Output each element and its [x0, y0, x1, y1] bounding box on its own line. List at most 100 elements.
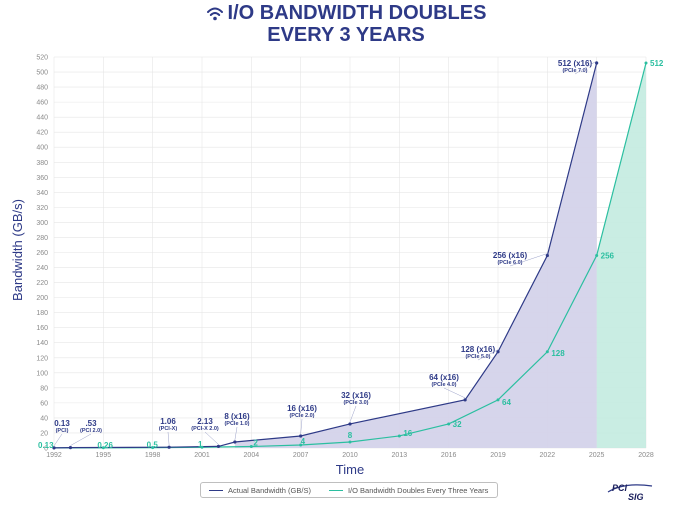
projected-value-label: 256	[601, 252, 615, 261]
y-tick-label: 300	[36, 220, 48, 227]
actual-point	[463, 398, 467, 402]
projected-value-label: 0.26	[97, 441, 113, 450]
actual-value-label: 32 (x16)	[341, 391, 371, 400]
projected-value-label: 16	[403, 429, 412, 438]
title-line-1: I/O BANDWIDTH DOUBLES	[227, 2, 487, 24]
leader-line	[53, 433, 63, 447]
y-tick-label: 500	[36, 70, 48, 77]
actual-value-label: 8 (x16)	[224, 412, 250, 421]
actual-point	[348, 422, 352, 426]
leader-line	[70, 433, 92, 446]
projected-point	[151, 446, 155, 450]
legend-item-actual: Actual Bandwidth (GB/S)	[209, 486, 311, 495]
actual-point	[68, 446, 73, 450]
y-tick-label: 100	[36, 370, 48, 377]
x-tick-label: 2022	[540, 452, 556, 459]
projected-area	[596, 63, 646, 449]
leader-line	[204, 431, 219, 445]
projected-point	[249, 444, 253, 448]
actual-area	[234, 63, 597, 449]
leader-line	[349, 405, 357, 423]
y-tick-label: 260	[36, 250, 48, 257]
y-tick-label: 480	[36, 85, 48, 92]
y-tick-label: 120	[36, 355, 48, 362]
projected-value-label: 128	[551, 349, 565, 358]
projected-value-label: 64	[502, 398, 511, 407]
y-tick-label: 460	[36, 100, 48, 107]
x-tick-label: 1998	[145, 452, 161, 459]
x-tick-label: 2001	[194, 452, 210, 459]
y-tick-label: 60	[40, 400, 48, 407]
leader-line	[234, 426, 238, 441]
y-tick-label: 80	[40, 385, 48, 392]
actual-version-label: (PCIe 6.0)	[497, 260, 522, 266]
y-tick-label: 160	[36, 325, 48, 332]
y-tick-label: 320	[36, 205, 48, 212]
area-fills	[234, 63, 646, 449]
projected-value-label: 8	[348, 431, 353, 440]
projected-value-label: 0.5	[147, 441, 159, 450]
wifi-icon	[206, 7, 223, 21]
legend-label-projected: I/O Bandwidth Doubles Every Three Years	[347, 485, 489, 495]
projected-value-label: 2	[253, 438, 258, 447]
actual-value-label: 64 (x16)	[429, 373, 459, 382]
x-tick-label: 2013	[392, 452, 408, 459]
actual-version-label: (PCI)	[56, 428, 69, 434]
actual-point	[216, 444, 221, 448]
actual-version-label: (PCIe 7.0)	[562, 68, 587, 74]
projected-point	[496, 398, 500, 402]
actual-point	[496, 350, 500, 354]
projected-point	[348, 440, 352, 444]
y-axis-label: Bandwidth (GB/s)	[10, 199, 25, 301]
actual-point	[233, 440, 237, 444]
actual-point	[299, 434, 303, 438]
leader-line	[509, 253, 548, 267]
y-tick-label: 220	[36, 280, 48, 287]
actual-version-label: (PCIe 2.0)	[289, 413, 314, 419]
y-tick-label: 20	[40, 430, 48, 437]
series-lines	[52, 61, 648, 450]
svg-text:PCI: PCI	[612, 483, 628, 493]
projected-value-label: 1	[198, 440, 203, 449]
actual-value-label: 512 (x16)	[558, 59, 593, 68]
x-tick-label: 2010	[342, 452, 358, 459]
legend-label-actual: Actual Bandwidth (GB/S)	[228, 485, 311, 495]
x-tick-label: 2019	[490, 452, 506, 459]
y-tick-label: 280	[36, 235, 48, 242]
title-line-2: EVERY 3 YEARS	[267, 24, 425, 46]
actual-version-label: (PCIe 5.0)	[465, 354, 490, 360]
y-tick-label: 240	[36, 265, 48, 272]
projected-value-label: 512	[650, 59, 664, 68]
actual-version-label: (PCIe 4.0)	[431, 382, 456, 388]
y-tick-label: 40	[40, 415, 48, 422]
leader-line	[443, 387, 466, 399]
y-tick-label: 520	[36, 55, 48, 62]
y-tick-label: 180	[36, 310, 48, 317]
projected-point	[644, 61, 648, 65]
projected-point	[397, 434, 401, 438]
actual-version-label: (PCI-X)	[159, 426, 178, 432]
y-tick-label: 340	[36, 190, 48, 197]
y-tick-label: 440	[36, 115, 48, 122]
leader-line	[167, 431, 170, 446]
x-tick-label: 2025	[589, 452, 605, 459]
projected-point	[200, 445, 204, 449]
legend: Actual Bandwidth (GB/S) I/O Bandwidth Do…	[200, 482, 498, 498]
y-tick-label: 0	[44, 446, 48, 453]
legend-swatch-projected	[328, 489, 343, 491]
chart-title: I/O BANDWIDTH DOUBLES EVERY 3 YEARS	[0, 2, 692, 46]
actual-point	[167, 445, 171, 449]
actual-version-label: (PCI-X 2.0)	[191, 426, 219, 432]
svg-text:SIG: SIG	[628, 492, 644, 502]
actual-version-label: (PCIe 1.0)	[224, 421, 249, 427]
y-tick-label: 200	[36, 295, 48, 302]
data-labels: 0.13 0.26 0.5 1 2 48 1632641282565120.13(PCI).…	[38, 59, 664, 450]
pci-sig-logo: PCI SIG	[607, 483, 653, 502]
legend-item-projected: I/O Bandwidth Doubles Every Three Years	[328, 485, 489, 495]
x-tick-label: 2028	[638, 452, 654, 459]
leader-line	[574, 60, 597, 75]
actual-value-label: 0.13	[54, 419, 70, 428]
y-tick-label: 400	[36, 145, 48, 152]
y-tick-label: 360	[36, 175, 48, 182]
